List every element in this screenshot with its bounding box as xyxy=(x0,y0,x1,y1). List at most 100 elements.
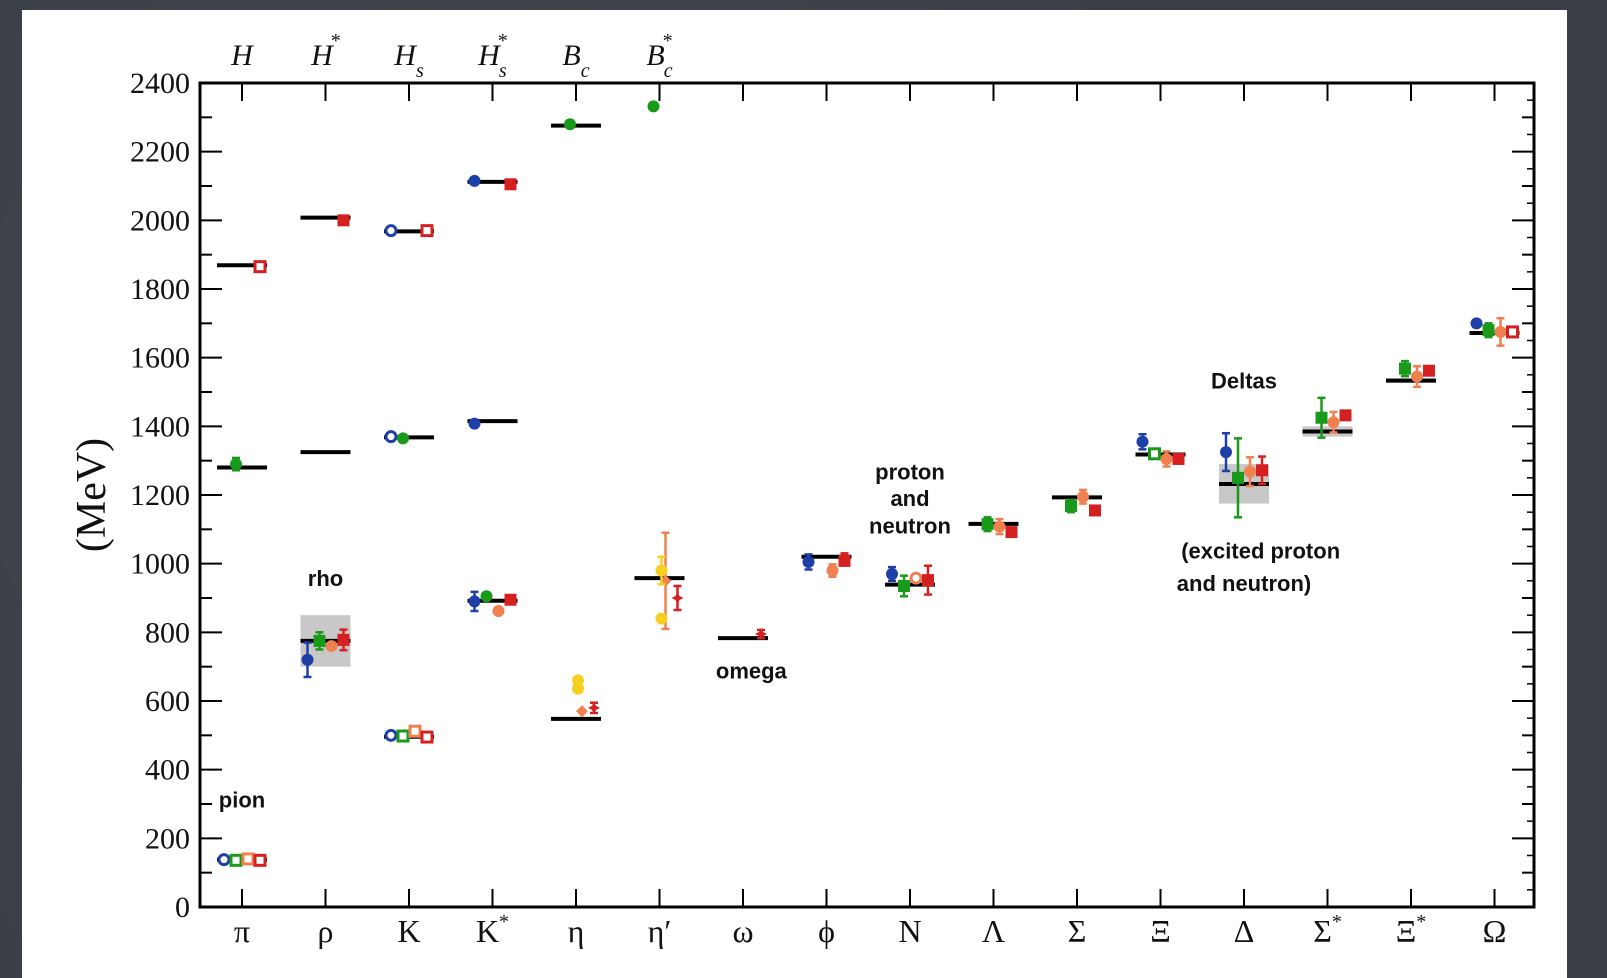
x-category-label: K xyxy=(397,913,420,949)
y-tick-label: 2200 xyxy=(130,136,190,169)
data-point-yellow xyxy=(655,564,668,577)
data-point-blue xyxy=(468,174,481,187)
x-category-label: Σ* xyxy=(1313,911,1342,949)
data-point-red xyxy=(420,224,434,238)
y-tick-label: 600 xyxy=(145,685,190,718)
data-point-red xyxy=(337,633,350,646)
x-category-label: Λ xyxy=(982,913,1005,949)
data-point-blue xyxy=(301,653,314,666)
data-point-green xyxy=(1399,362,1411,375)
data-point-green xyxy=(1482,324,1495,337)
data-point-red xyxy=(1089,504,1101,517)
x-category-label: ρ xyxy=(318,913,334,949)
annotation-label: (excited proton xyxy=(1181,539,1340,564)
data-point-orange xyxy=(993,520,1006,533)
data-point-orange xyxy=(408,724,422,738)
data-point-orange xyxy=(1411,370,1423,383)
x-category-label: Δ xyxy=(1234,913,1255,949)
data-point-green xyxy=(230,458,242,471)
chart-panel: 0 200 400 600 800 1000 1200 1400 1600 1800 2000 220… xyxy=(22,10,1567,978)
data-point-red xyxy=(922,574,934,587)
data-point-green xyxy=(396,729,410,743)
top-category-label: H xyxy=(230,39,255,72)
data-point-green xyxy=(981,518,994,531)
data-point-green xyxy=(1148,447,1161,461)
data-point-orange xyxy=(492,605,505,618)
hadron-mass-chart: 0 200 400 600 800 1000 1200 1400 1600 1800 2000 220… xyxy=(69,30,1536,949)
x-category-label: ϕ xyxy=(818,913,835,949)
data-point-green xyxy=(1232,471,1244,484)
data-point-green xyxy=(1065,499,1077,512)
data-point-blue xyxy=(384,430,398,444)
data-point-blue xyxy=(217,853,231,867)
data-point-red xyxy=(420,730,434,744)
data-point-green xyxy=(480,590,493,603)
plot-frame xyxy=(198,81,1536,909)
y-axis-label: (MeV) xyxy=(69,438,115,552)
data-point-red xyxy=(504,593,517,606)
y-tick-label: 2400 xyxy=(130,67,190,100)
annotation-label: and neutron) xyxy=(1177,571,1311,596)
data-point-red xyxy=(1256,464,1268,477)
x-category-label: N xyxy=(898,913,921,949)
y-tick-label: 1800 xyxy=(130,273,190,306)
data-point-orange xyxy=(1494,325,1507,338)
data-point-red xyxy=(253,260,267,274)
top-category-label: H* xyxy=(310,30,340,72)
annotation-label: rho xyxy=(308,566,343,591)
data-point-red xyxy=(755,628,767,641)
x-category-label: ω xyxy=(732,913,753,949)
data-point-red xyxy=(838,554,851,567)
y-tick-label: 1400 xyxy=(130,410,190,443)
data-point-yellow xyxy=(572,674,584,687)
data-point-green xyxy=(647,100,660,113)
annotation-label: Deltas xyxy=(1211,369,1277,394)
data-point-red xyxy=(504,178,517,191)
data-point-red xyxy=(1005,526,1018,539)
data-point-blue xyxy=(1470,317,1483,330)
data-point-yellow xyxy=(655,612,668,625)
data-point-blue xyxy=(886,567,898,580)
data-point-green xyxy=(313,634,326,647)
x-category-label: π xyxy=(234,913,250,949)
data-point-green xyxy=(898,579,910,592)
top-category-label: B* c xyxy=(646,30,672,82)
x-category-label: Ξ xyxy=(1150,913,1171,949)
data-point-blue xyxy=(468,417,481,430)
data-point-blue xyxy=(802,555,815,568)
data-point-orange xyxy=(576,705,588,718)
y-tick-label: 800 xyxy=(145,616,190,649)
y-tick-label: 1000 xyxy=(130,548,190,581)
annotation-label: and xyxy=(890,486,929,511)
y-tick-label: 2000 xyxy=(130,204,190,237)
data-point-red xyxy=(1339,409,1352,422)
data-point-blue xyxy=(468,595,481,608)
data-point-orange xyxy=(241,852,255,866)
data-point-green xyxy=(564,118,576,131)
data-point-blue xyxy=(384,224,398,238)
x-category-label: Σ xyxy=(1068,913,1087,949)
data-point-orange xyxy=(826,564,839,577)
data-point-orange xyxy=(1160,452,1173,465)
data-point-red xyxy=(671,592,684,604)
data-point-orange xyxy=(325,640,338,653)
x-category-label: K* xyxy=(476,911,509,949)
data-point-red xyxy=(337,214,350,227)
data-point-green xyxy=(229,853,243,867)
data-point-orange xyxy=(1244,465,1256,478)
y-tick-label: 400 xyxy=(145,754,190,787)
top-category-label: Hs xyxy=(393,39,424,82)
annotation-label: neutron xyxy=(869,513,951,538)
data-point-blue xyxy=(1136,435,1149,448)
y-tick-label: 1600 xyxy=(130,342,190,375)
x-category-label: Ξ* xyxy=(1396,911,1427,949)
y-tick-label: 0 xyxy=(175,891,190,924)
data-point-red xyxy=(1506,325,1519,339)
data-point-blue xyxy=(384,728,398,742)
annotation-label: pion xyxy=(219,787,265,812)
data-point-red xyxy=(253,853,267,867)
y-tick-label: 1200 xyxy=(130,479,190,512)
x-category-label: η′ xyxy=(648,913,672,949)
annotation-label: omega xyxy=(716,659,788,684)
